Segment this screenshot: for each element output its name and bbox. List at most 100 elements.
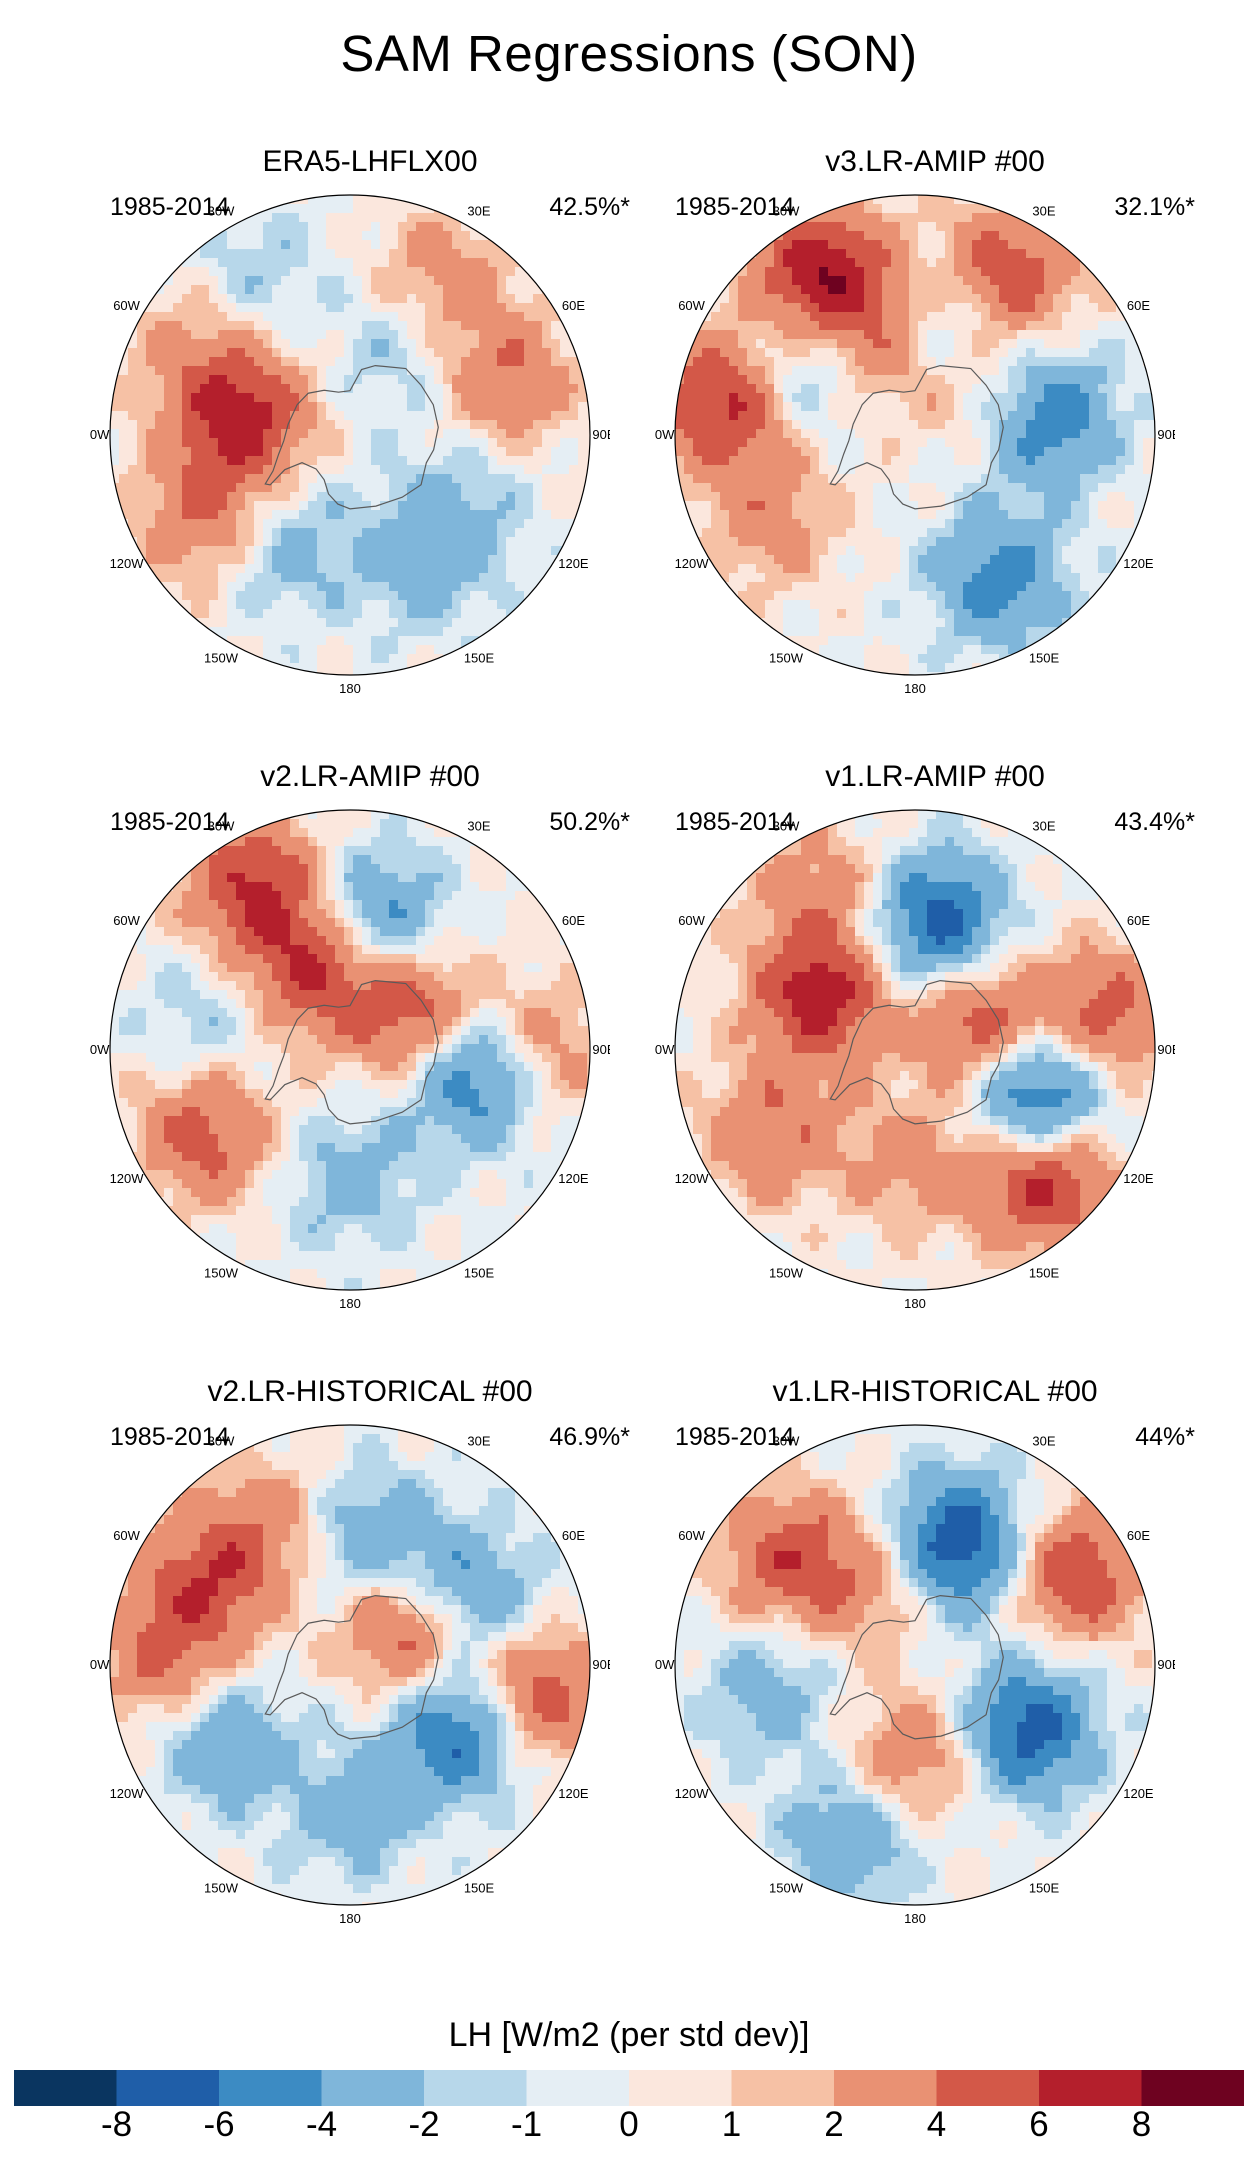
field-cell: [209, 537, 219, 547]
field-cell: [110, 402, 120, 412]
field-cell: [290, 429, 300, 439]
field-cell: [963, 276, 973, 286]
field-cell: [855, 303, 865, 313]
field-cell: [972, 222, 982, 232]
field-cell: [1026, 366, 1036, 376]
field-cell: [792, 456, 802, 466]
field-cell: [1134, 348, 1144, 358]
field-cell: [110, 357, 120, 367]
field-cell: [380, 555, 390, 565]
field-cell: [954, 546, 964, 556]
field-cell: [927, 240, 937, 250]
field-cell: [774, 339, 784, 349]
field-cell: [425, 591, 435, 601]
field-cell: [909, 582, 919, 592]
field-cell: [272, 546, 282, 556]
field-cell: [335, 411, 345, 421]
field-cell: [720, 312, 730, 322]
field-cell: [461, 258, 471, 268]
field-cell: [990, 303, 1000, 313]
field-cell: [954, 501, 964, 511]
field-cell: [389, 609, 399, 619]
field-cell: [245, 654, 255, 664]
field-cell: [398, 276, 408, 286]
field-cell: [900, 411, 910, 421]
field-cell: [353, 222, 363, 232]
field-cell: [434, 618, 444, 628]
field-cell: [533, 465, 543, 475]
field-cell: [936, 267, 946, 277]
field-cell: [497, 366, 507, 376]
field-cell: [1089, 528, 1099, 538]
field-cell: [182, 339, 192, 349]
field-cell: [855, 375, 865, 385]
field-cell: [326, 510, 336, 520]
field-cell: [1017, 429, 1027, 439]
field-cell: [317, 195, 327, 205]
field-cell: [245, 447, 255, 457]
field-cell: [891, 465, 901, 475]
field-cell: [533, 474, 543, 484]
field-cell: [945, 537, 955, 547]
field-cell: [837, 537, 847, 547]
field-cell: [398, 627, 408, 637]
field-cell: [1134, 384, 1144, 394]
field-cell: [389, 582, 399, 592]
field-cell: [936, 546, 946, 556]
field-cell: [936, 636, 946, 646]
field-cell: [371, 339, 381, 349]
field-cell: [918, 375, 928, 385]
field-cell: [954, 222, 964, 232]
field-cell: [119, 447, 129, 457]
field-cell: [828, 258, 838, 268]
field-cell: [434, 267, 444, 277]
field-cell: [810, 564, 820, 574]
field-cell: [675, 438, 685, 448]
field-cell: [497, 582, 507, 592]
field-cell: [182, 465, 192, 475]
field-cell: [425, 447, 435, 457]
field-cell: [200, 330, 210, 340]
field-cell: [990, 465, 1000, 475]
field-cell: [245, 357, 255, 367]
field-cell: [1044, 222, 1054, 232]
field-cell: [819, 420, 829, 430]
field-cell: [362, 330, 372, 340]
field-cell: [864, 285, 874, 295]
field-cell: [416, 447, 426, 457]
field-cell: [128, 1044, 138, 1054]
field-cell: [909, 465, 919, 475]
field-cell: [326, 420, 336, 430]
field-cell: [254, 366, 264, 376]
field-cell: [909, 555, 919, 565]
field-cell: [137, 1026, 147, 1036]
field-cell: [1071, 474, 1081, 484]
field-cell: [551, 330, 561, 340]
field-cell: [479, 618, 489, 628]
field-cell: [452, 537, 462, 547]
field-cell: [792, 564, 802, 574]
field-cell: [711, 474, 721, 484]
field-cell: [1062, 492, 1072, 502]
field-cell: [263, 420, 273, 430]
field-cell: [281, 276, 291, 286]
map-border: [674, 194, 1156, 676]
field-cell: [380, 321, 390, 331]
field-cell: [873, 375, 883, 385]
field-cell: [443, 582, 453, 592]
field-cell: [909, 618, 919, 628]
field-cell: [828, 564, 838, 574]
field-cell: [326, 537, 336, 547]
field-cell: [335, 456, 345, 466]
field-cell: [560, 366, 570, 376]
field-cell: [1089, 537, 1099, 547]
field-cell: [1062, 555, 1072, 565]
field-cell: [254, 555, 264, 565]
field-cell: [1008, 483, 1018, 493]
field-cell: [1071, 303, 1081, 313]
field-cell: [999, 294, 1009, 304]
field-cell: [999, 231, 1009, 241]
field-cell: [371, 366, 381, 376]
field-cell: [290, 339, 300, 349]
field-cell: [353, 240, 363, 250]
